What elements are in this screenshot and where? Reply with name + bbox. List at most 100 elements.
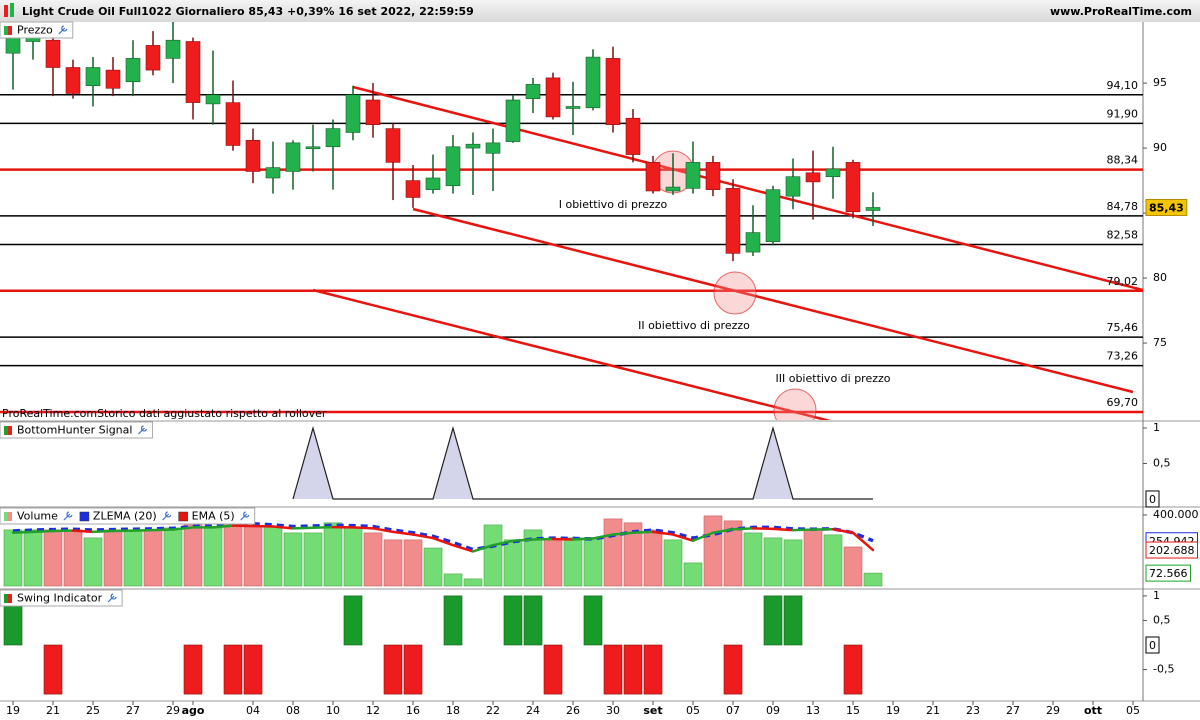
volume-bar	[163, 527, 183, 587]
candle-body	[285, 142, 301, 172]
swing-bar	[583, 595, 603, 646]
legend-label: Prezzo	[17, 24, 53, 37]
x-tick-label: 29	[1046, 704, 1060, 717]
trend-line	[352, 85, 1143, 292]
y-tick-label: 0,5	[1153, 457, 1171, 470]
trend-line	[312, 288, 831, 420]
ema-segment	[651, 530, 675, 536]
ema-segment	[631, 530, 655, 535]
ema-segment	[591, 533, 615, 540]
volume-bar	[423, 547, 443, 587]
candle-body	[65, 67, 81, 94]
site-url[interactable]: www.ProRealTime.com	[1050, 5, 1192, 18]
value-marker	[1145, 490, 1160, 508]
swing-bar	[763, 595, 783, 646]
candle-body	[205, 94, 221, 105]
volume-bar	[463, 578, 483, 587]
legend-swatch	[178, 511, 188, 522]
value-marker-label: 0	[1149, 639, 1156, 652]
volume-bar	[363, 532, 383, 587]
ema-segment	[671, 533, 695, 542]
candle-body	[705, 162, 721, 190]
candle-body	[365, 99, 381, 125]
ema-segment	[11, 530, 35, 535]
ema-segment	[431, 536, 455, 547]
ema-segment	[511, 538, 535, 542]
volume-bar	[503, 539, 523, 587]
x-tick-label: 16	[406, 704, 420, 717]
candle-body	[765, 189, 781, 242]
swing-bar	[543, 644, 563, 695]
ema-segment	[471, 543, 495, 553]
target-circle	[773, 388, 817, 420]
volume-bar	[483, 524, 503, 587]
swing-bar	[783, 595, 803, 646]
panel-header-box	[0, 507, 256, 525]
candle-body	[465, 143, 481, 149]
settings-icon	[107, 593, 117, 603]
ema-segment	[271, 525, 295, 530]
settings-icon	[63, 511, 73, 521]
volume-bar	[563, 537, 583, 587]
ema-segment	[851, 531, 875, 552]
x-tick-label: 09	[766, 704, 780, 717]
ema-segment	[611, 531, 635, 536]
legend-swatch	[4, 26, 8, 35]
y-tick-label: 95	[1153, 76, 1167, 89]
ema-segment	[831, 527, 855, 535]
x-tick-label: 04	[246, 704, 260, 717]
swing-bar	[223, 644, 243, 695]
x-tick-label: 25	[86, 704, 100, 717]
price-level-label: 84,78	[1107, 200, 1139, 213]
title-icon	[10, 3, 14, 17]
volume-bar	[523, 529, 543, 587]
candle-body	[805, 172, 821, 183]
ema-segment	[71, 529, 95, 534]
settings-icon	[240, 511, 250, 521]
ema-segment	[391, 530, 415, 536]
candle-body	[845, 162, 861, 213]
volume-bar	[703, 515, 723, 587]
ema-segment	[251, 524, 275, 528]
swing-bar	[503, 595, 523, 646]
volume-bar	[863, 572, 883, 587]
legend-swatch	[8, 26, 12, 35]
legend-swatch	[79, 511, 90, 522]
x-tick-label: 18	[446, 704, 460, 717]
candle-body	[585, 56, 601, 109]
panel-header: Prezzo	[0, 21, 74, 39]
x-tick-label: 08	[286, 704, 300, 717]
ema-segment	[451, 543, 475, 553]
ema-segment	[211, 524, 235, 529]
legend-swatch	[8, 426, 12, 435]
volume-bar	[783, 539, 803, 587]
candle-body	[125, 58, 141, 83]
ema-segment	[751, 527, 775, 531]
ema-segment	[31, 529, 55, 534]
title-bar	[0, 0, 1200, 22]
ema-segment	[571, 537, 595, 541]
x-tick-label: ago	[182, 704, 205, 717]
volume-bar	[583, 537, 603, 587]
ema-segment	[91, 529, 115, 534]
volume-bar	[763, 537, 783, 587]
candle-body	[525, 84, 541, 99]
candle-body	[45, 39, 61, 68]
volume-bar	[103, 529, 123, 587]
value-marker	[1145, 636, 1160, 654]
candle-body	[305, 146, 321, 150]
price-level-label: 88,34	[1107, 154, 1139, 167]
y-tick-label: 0,5	[1153, 613, 1171, 626]
candle-body	[265, 167, 281, 179]
candle-body	[345, 94, 361, 133]
candle-body	[625, 117, 641, 155]
panel-header: BottomHunter Signal	[0, 421, 153, 439]
candle-body	[185, 41, 201, 103]
volume-bar	[603, 518, 623, 587]
ema-segment	[791, 528, 815, 532]
price-plot	[0, 22, 1143, 420]
ema-segment	[411, 533, 435, 540]
x-tick-label: ott	[1084, 704, 1102, 717]
candle-body	[825, 168, 841, 177]
